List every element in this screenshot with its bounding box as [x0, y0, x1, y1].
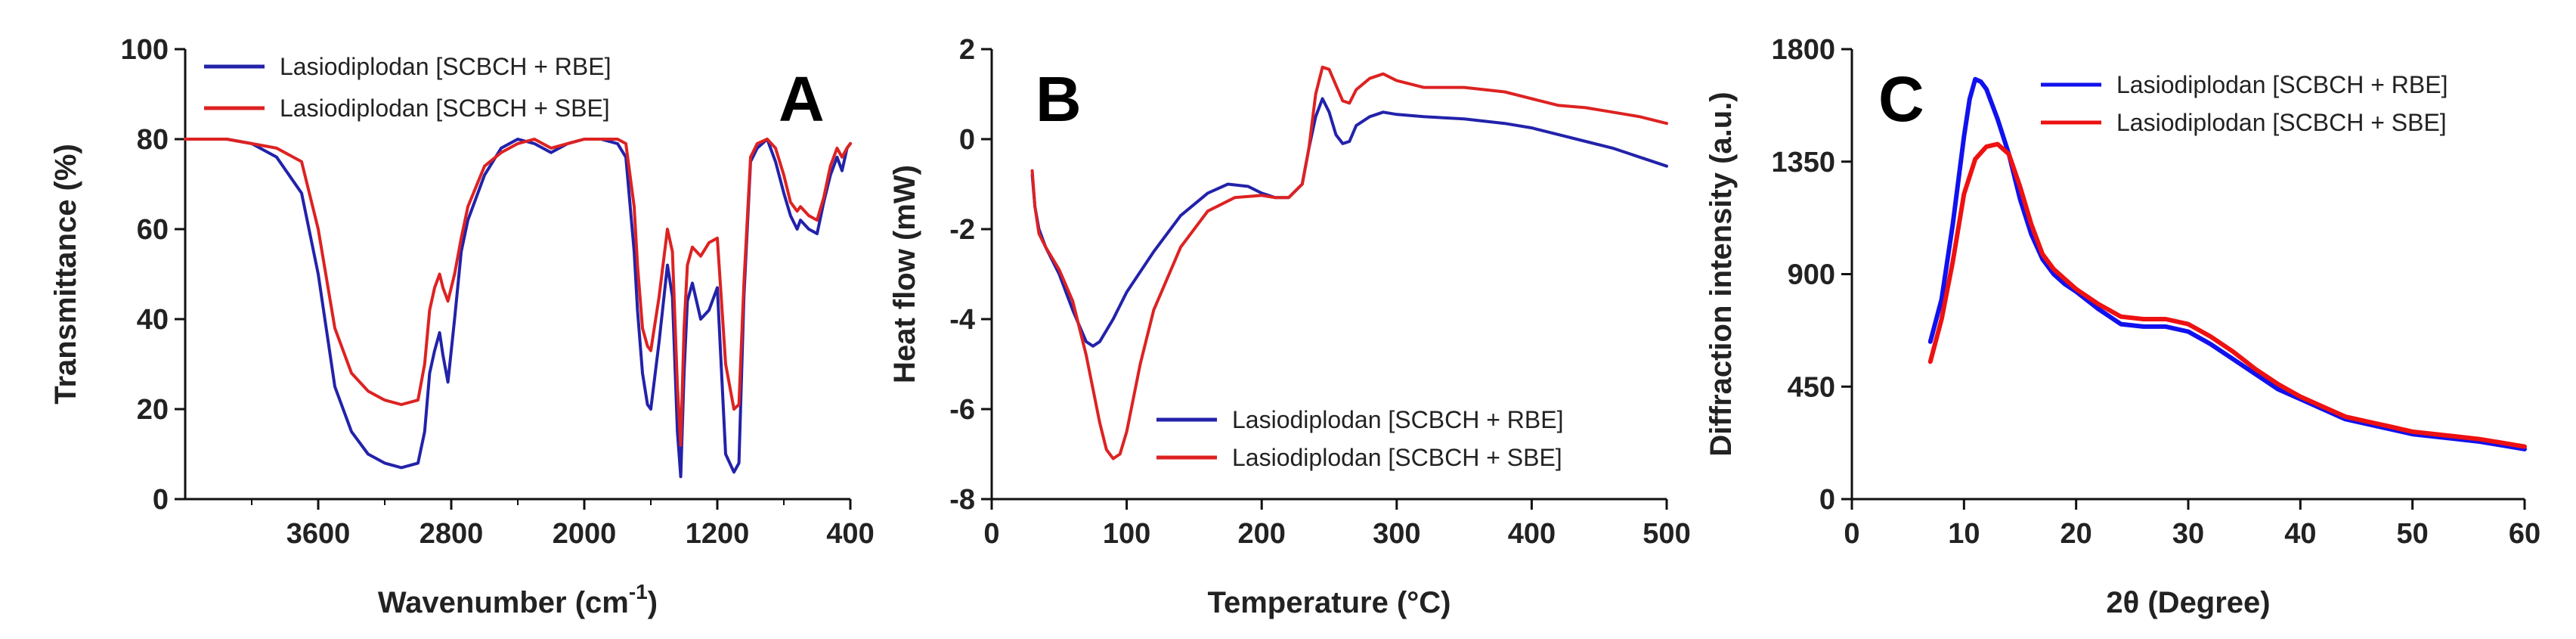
panel-letter: B: [1036, 64, 1082, 135]
y-tick-label: 0: [1819, 484, 1835, 516]
x-tick-label: 300: [1373, 518, 1420, 550]
y-tick-label: 450: [1788, 371, 1835, 403]
y-tick-label: -8: [949, 484, 975, 516]
x-axis-title: Temperature (°C): [1208, 586, 1451, 619]
y-axis-title: Heat flow (mW): [888, 165, 921, 383]
x-tick-label: 0: [983, 518, 999, 550]
chart-panel-c: 0 450 900 1350 1800 0 10 20 30 40 50 60 2θ (Degree) D…: [1704, 34, 2540, 619]
series-line-2: [1927, 141, 2527, 449]
y-axis-title: Diffraction intensity (a.u.): [1704, 92, 1738, 456]
legend-label: Lasiodiplodan [SCBCH + SBE]: [2116, 109, 2447, 136]
y-tick-label: 1350: [1771, 147, 1835, 178]
y-tick-label: -4: [949, 304, 975, 336]
x-tick-label: 40: [2284, 518, 2316, 550]
x-tick-label: 2000: [553, 518, 617, 550]
y-tick-label: 2: [959, 34, 975, 66]
y-tick-label: 0: [153, 484, 169, 516]
x-tick-label: 400: [826, 518, 874, 550]
x-tick-label: 400: [1508, 518, 1556, 550]
y-axis-title: Transmittance (%): [49, 144, 82, 405]
y-tick-label: 900: [1788, 259, 1835, 291]
x-tick-label: 200: [1237, 518, 1285, 550]
y-tick-label: 1800: [1771, 34, 1835, 66]
x-axis-title: 2θ (Degree): [2106, 586, 2270, 619]
panel-letter: C: [1878, 64, 1924, 135]
x-tick-label: 500: [1643, 518, 1690, 550]
x-tick-label: 0: [1844, 518, 1859, 550]
y-tick-label: 80: [137, 124, 169, 156]
series-line-2: [184, 138, 852, 447]
y-tick-label: 0: [959, 124, 975, 156]
legend-label: Lasiodiplodan [SCBCH + RBE]: [2116, 71, 2448, 98]
series-line-1: [1030, 97, 1668, 348]
x-tick-label: 50: [2397, 518, 2429, 550]
series-line-1: [184, 138, 852, 479]
y-tick-label: 20: [137, 394, 169, 426]
series-line-2: [1030, 65, 1668, 461]
y-tick-label: 100: [121, 34, 169, 66]
x-tick-label: 1200: [686, 518, 750, 550]
legend-label: Lasiodiplodan [SCBCH + SBE]: [1232, 444, 1562, 471]
y-tick-label: -2: [949, 214, 975, 246]
x-tick-label: 30: [2172, 518, 2204, 550]
x-tick-label: 100: [1103, 518, 1150, 550]
series-line-1: [1927, 76, 2527, 451]
chart-panel-a: 0 20 40 60 80 100 3600 2800 2000 1200 400 Wavenumbe…: [49, 34, 875, 619]
x-tick-label: 10: [1948, 518, 1980, 550]
y-tick-label: 60: [137, 214, 169, 246]
x-tick-label: 60: [2509, 518, 2540, 550]
legend-label: Lasiodiplodan [SCBCH + RBE]: [1232, 406, 1563, 433]
x-tick-label: 20: [2060, 518, 2092, 550]
chart-panel-b: -8 -6 -4 -2 0 2 0 100 200 300 400 500 Temperature (°…: [888, 34, 1691, 619]
x-tick-label: 2800: [420, 518, 484, 550]
legend-label: Lasiodiplodan [SCBCH + SBE]: [280, 95, 610, 122]
y-tick-label: 40: [137, 304, 169, 336]
legend-label: Lasiodiplodan [SCBCH + RBE]: [280, 53, 611, 80]
x-axis-title: Wavenumber (cm-1): [378, 580, 658, 619]
panel-letter: A: [779, 64, 825, 135]
y-tick-label: -6: [949, 394, 975, 426]
x-tick-label: 3600: [286, 518, 351, 550]
